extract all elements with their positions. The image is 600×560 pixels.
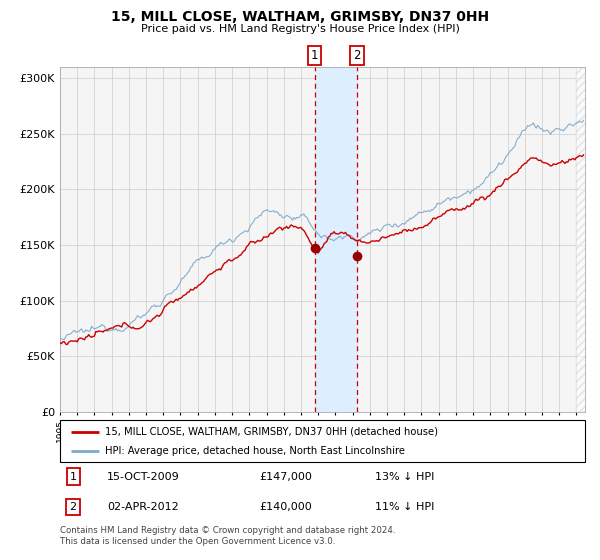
Text: £147,000: £147,000	[260, 472, 313, 482]
Bar	[577, 67, 587, 412]
Text: £140,000: £140,000	[260, 502, 312, 512]
Text: 2: 2	[353, 49, 361, 62]
Text: 15, MILL CLOSE, WALTHAM, GRIMSBY, DN37 0HH (detached house): 15, MILL CLOSE, WALTHAM, GRIMSBY, DN37 0…	[104, 427, 437, 437]
Text: Contains HM Land Registry data © Crown copyright and database right 2024.
This d: Contains HM Land Registry data © Crown c…	[60, 526, 395, 546]
Text: 15-OCT-2009: 15-OCT-2009	[107, 472, 180, 482]
Text: 1: 1	[311, 49, 319, 62]
Bar	[314, 67, 357, 412]
Text: 02-APR-2012: 02-APR-2012	[107, 502, 179, 512]
Text: Price paid vs. HM Land Registry's House Price Index (HPI): Price paid vs. HM Land Registry's House …	[140, 24, 460, 34]
Text: HPI: Average price, detached house, North East Lincolnshire: HPI: Average price, detached house, Nort…	[104, 446, 404, 456]
Text: 11% ↓ HPI: 11% ↓ HPI	[375, 502, 434, 512]
Text: 2: 2	[70, 502, 77, 512]
Text: 15, MILL CLOSE, WALTHAM, GRIMSBY, DN37 0HH: 15, MILL CLOSE, WALTHAM, GRIMSBY, DN37 0…	[111, 10, 489, 24]
Text: 13% ↓ HPI: 13% ↓ HPI	[375, 472, 434, 482]
FancyBboxPatch shape	[60, 420, 585, 462]
Text: 1: 1	[70, 472, 77, 482]
